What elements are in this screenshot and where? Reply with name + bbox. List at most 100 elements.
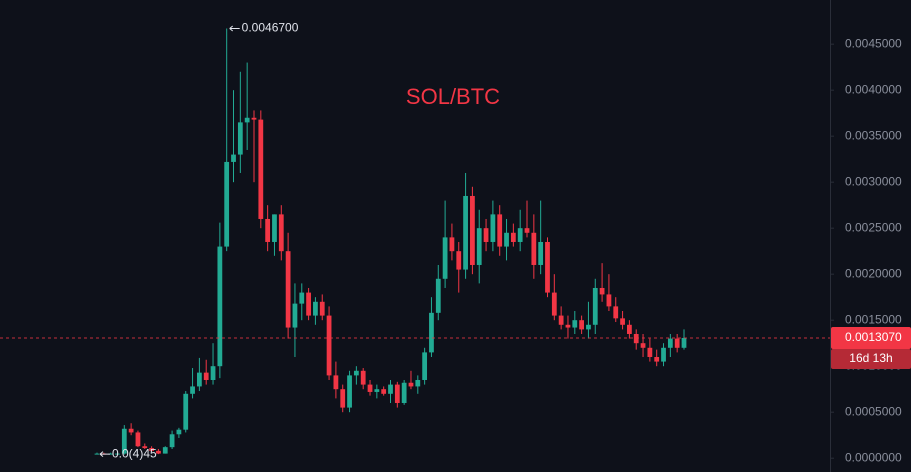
candle-body [504,232,509,247]
candle-body [674,338,680,348]
candle-body [408,382,414,387]
candle-body [285,251,291,328]
candle-body [483,228,489,242]
candle-body [237,122,243,155]
candle-body [183,393,189,430]
candle-body [231,154,236,162]
candle-body [388,384,393,394]
candle-body [613,306,619,319]
candle-body [203,372,209,380]
candle-body [381,389,387,394]
candle-body [415,379,421,387]
candle-body [360,370,366,385]
candle-body [162,447,168,454]
candle-body [108,453,114,455]
candle-body [476,228,482,265]
candle-body [210,366,216,380]
countdown-box [831,348,911,369]
candle-body [340,389,346,408]
candle-body [326,315,332,376]
candle-body [470,195,475,265]
plot-area: 0.0046700 0.0(4)45 [0,21,830,460]
y-tick-label: 0.0030000 [845,174,902,188]
max-marker-label: 0.0046700 [242,21,299,35]
candle-body [278,214,284,252]
candle-body [401,382,407,403]
candle-body [633,333,639,344]
y-tick-label: 0.0045000 [845,36,902,50]
candle-body [606,294,612,307]
candle-body [449,237,455,252]
candle-body [627,324,632,334]
candle-body [565,324,571,328]
last-price-label: 0.0013070 [845,330,902,344]
candle-body [490,214,496,242]
candle-body [620,318,625,325]
candle-body [319,301,325,316]
y-tick-label: 0.0025000 [845,220,902,234]
candle-body [599,287,605,295]
candle-body [313,301,318,316]
candle-body [169,434,175,448]
countdown-label: 16d 13h [849,351,892,365]
candle-body [115,453,120,455]
candle-body [367,384,373,392]
candle-body [524,228,530,233]
candle-body [224,161,230,247]
candle-body [435,278,441,313]
candle-body [347,375,352,408]
y-tick-label: 0.0040000 [845,82,902,96]
chart-title: SOL/BTC [406,84,500,109]
marker-arrow [229,25,240,32]
candle-body [551,292,557,316]
y-tick-label: 0.0035000 [845,128,902,142]
candle-body [306,292,311,316]
candle-body [531,232,537,265]
candle-body [196,372,202,387]
candle-body [299,292,305,304]
candle-body [190,386,195,394]
candle-body [333,375,339,390]
candle-body [579,320,585,330]
candle-body [558,315,564,325]
candle-body [545,241,550,293]
candle-body [121,428,127,454]
candle-body [456,251,462,270]
candle-body [176,429,182,435]
candle-body [640,343,646,348]
candle-body [251,117,257,120]
candle-body [217,246,223,367]
candle-body [142,446,148,449]
candle-body [647,347,653,357]
candle-body [510,232,516,242]
candle-body [592,287,598,325]
candle-body [586,324,591,330]
candle-body [572,320,578,328]
candle-body [244,117,250,123]
candle-body [442,237,448,279]
last-price-box [831,326,911,349]
y-tick-label: 0.0005000 [845,404,902,418]
candle-body [272,214,277,242]
candle-body [497,214,503,247]
candle-body [654,356,660,362]
candle-body [429,312,434,353]
candle-body [265,218,271,242]
candle-body [135,432,141,447]
candle-body [353,370,359,376]
candle-body [94,453,100,455]
candle-body [463,195,468,270]
min-marker-label: 0.0(4)45 [112,446,157,460]
candle-body [681,337,687,348]
candle-body [258,119,264,219]
candle-body [667,338,673,348]
candle-body [422,352,428,380]
candle-body [149,448,154,451]
candle-body [156,450,161,454]
y-tick-label: 0.0015000 [845,312,902,326]
price-axis: 0.00000000.00050000.00100000.00150000.00… [830,36,911,464]
y-tick-label: 0.0000000 [845,450,902,464]
candle-body [394,384,400,403]
